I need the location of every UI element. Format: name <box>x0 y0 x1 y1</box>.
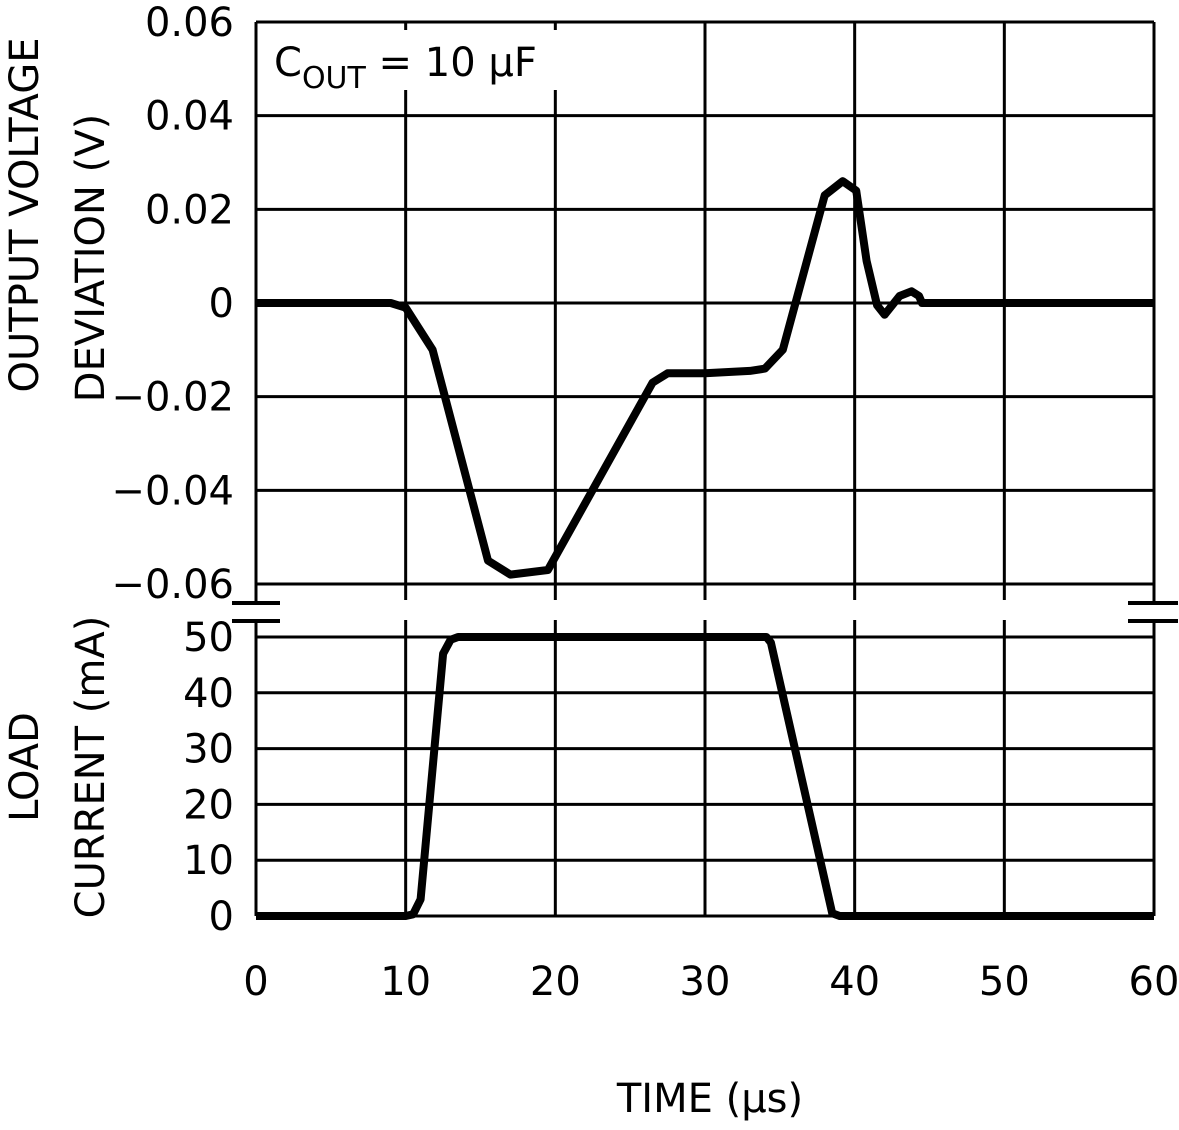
grid <box>254 20 1156 918</box>
labels: OUTPUT VOLTAGE DEVIATION (V) LOAD CURREN… <box>2 30 803 1122</box>
current-ylabel-line2: CURRENT (mA) <box>68 616 114 919</box>
annotation-background <box>266 30 586 90</box>
current-y-tick-label: 0 <box>209 894 234 940</box>
current-y-tick-label: 20 <box>183 782 234 828</box>
voltage-y-tick-label: −0.04 <box>111 468 234 514</box>
cout-annotation-main: C <box>274 40 302 86</box>
current-y-tick-label: 10 <box>183 838 234 884</box>
voltage-y-tick-label: 0 <box>209 281 234 327</box>
voltage-y-tick-label: 0.04 <box>145 94 234 140</box>
voltage-ylabel-line1: OUTPUT VOLTAGE <box>2 38 48 393</box>
current-series-line <box>256 633 1154 920</box>
plot-frame <box>254 22 1156 916</box>
axis-break-marks <box>232 601 1178 623</box>
tick-labels: 0 10 20 30 40 50 60 0.06 0.04 0.02 0 −0.02 −0.04 −0.0… <box>111 0 1179 1005</box>
voltage-y-tick-label: −0.02 <box>111 375 234 421</box>
x-tick-label: 10 <box>380 959 431 1005</box>
x-tick-label: 0 <box>243 959 268 1005</box>
voltage-y-tick-label: 0.02 <box>145 187 234 233</box>
cout-annotation-rest: = 10 µF <box>366 40 537 86</box>
voltage-y-tick-label: −0.06 <box>111 562 234 608</box>
x-tick-label: 50 <box>979 959 1030 1005</box>
current-y-tick-label: 40 <box>183 671 234 717</box>
x-tick-label: 30 <box>680 959 731 1005</box>
current-y-tick-label: 50 <box>183 615 234 661</box>
current-y-tick-label: 30 <box>183 727 234 773</box>
x-axis-label: TIME (µs) <box>616 1076 803 1122</box>
data-series <box>256 177 1154 920</box>
voltage-series-line <box>256 177 1154 579</box>
x-tick-label: 20 <box>530 959 581 1005</box>
cout-annotation: COUT = 10 µF <box>274 40 537 96</box>
x-tick-label: 60 <box>1129 959 1179 1005</box>
cout-annotation-sub: OUT <box>302 61 367 96</box>
current-ylabel-line1: LOAD <box>2 712 48 822</box>
x-tick-label: 40 <box>829 959 880 1005</box>
voltage-y-tick-label: 0.06 <box>145 0 234 46</box>
voltage-ylabel-line2: DEVIATION (V) <box>68 114 114 402</box>
